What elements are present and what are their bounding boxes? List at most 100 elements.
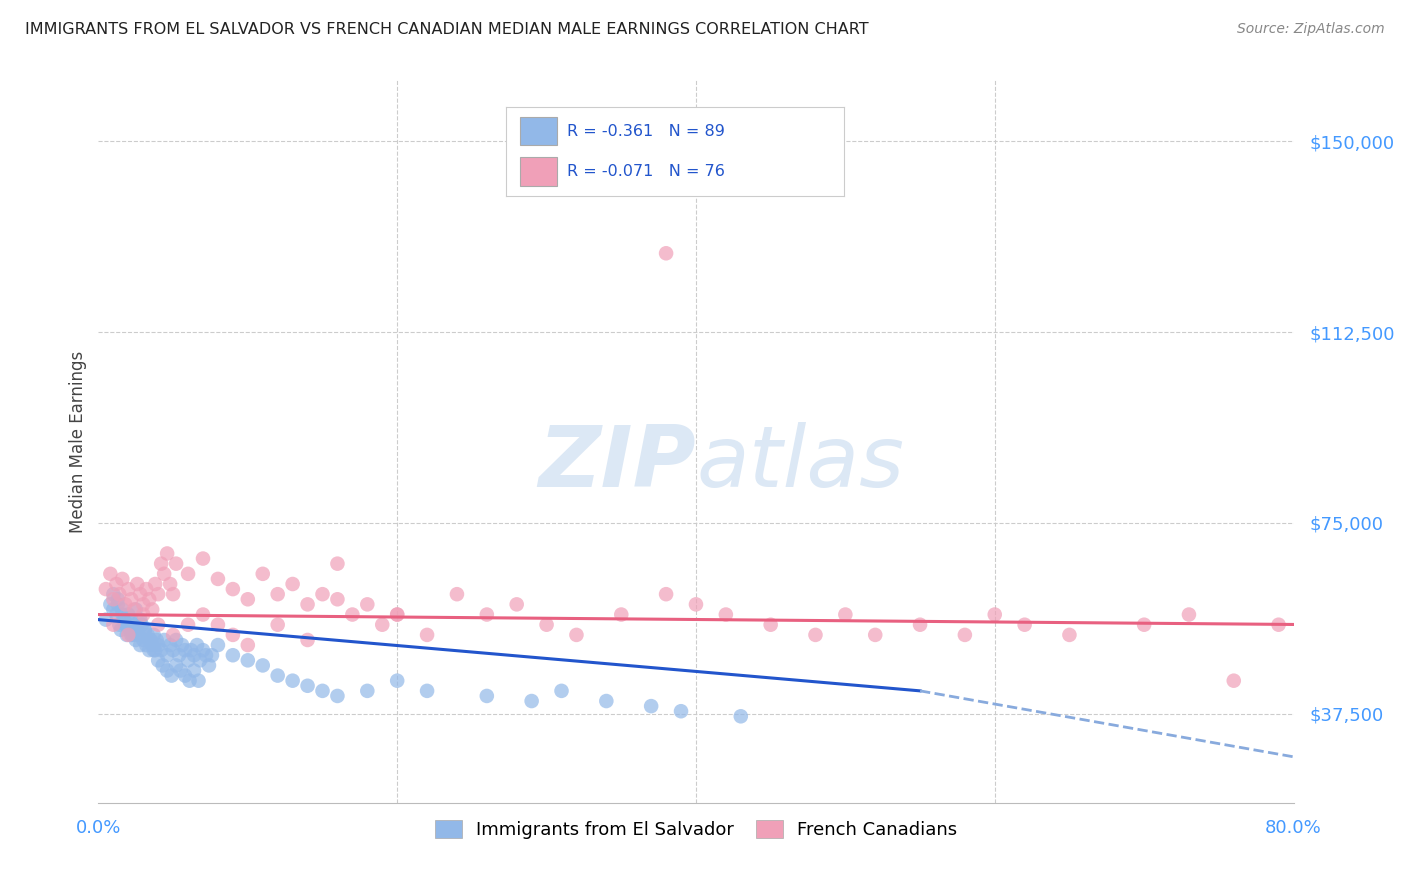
Point (385, 607, 409, 622)
Point (297, 679, 319, 693)
Point (1267, 617, 1289, 632)
Point (160, 668, 183, 682)
Point (143, 643, 166, 657)
Point (222, 648, 245, 663)
Point (159, 638, 181, 652)
Point (148, 617, 170, 632)
Point (105, 607, 128, 622)
Point (236, 653, 259, 667)
Point (356, 598, 378, 612)
Point (108, 617, 131, 632)
Point (281, 577, 304, 591)
Point (108, 587, 131, 601)
Point (1178, 607, 1201, 622)
Point (142, 643, 165, 657)
Point (297, 632, 319, 647)
Point (195, 648, 218, 663)
Point (132, 607, 155, 622)
Point (162, 643, 184, 657)
Point (107, 592, 129, 607)
Point (131, 617, 153, 632)
Point (236, 592, 259, 607)
Point (159, 577, 181, 591)
Point (191, 607, 214, 622)
Point (908, 617, 931, 632)
Point (371, 617, 394, 632)
Point (114, 598, 136, 612)
Point (267, 617, 290, 632)
Point (172, 638, 194, 652)
Legend: Immigrants from El Salvador, French Canadians: Immigrants from El Salvador, French Cana… (426, 811, 966, 848)
Point (520, 694, 543, 708)
Point (103, 587, 125, 601)
Point (156, 648, 179, 663)
FancyBboxPatch shape (520, 157, 557, 186)
Point (187, 673, 209, 688)
Point (222, 628, 245, 642)
Point (506, 598, 529, 612)
Point (191, 643, 214, 657)
Point (655, 246, 678, 260)
Point (984, 607, 1007, 622)
Text: Source: ZipAtlas.com: Source: ZipAtlas.com (1237, 22, 1385, 37)
Point (111, 607, 134, 622)
Point (103, 602, 125, 616)
Point (94, 613, 117, 627)
Point (174, 643, 197, 657)
Point (536, 617, 558, 632)
Point (153, 632, 176, 647)
Point (143, 577, 166, 591)
Point (759, 617, 782, 632)
Point (207, 617, 229, 632)
Point (186, 638, 208, 652)
Point (153, 566, 176, 581)
Point (141, 638, 163, 652)
Point (98, 598, 122, 612)
Point (953, 628, 976, 642)
Point (107, 598, 129, 612)
Point (152, 658, 174, 673)
Point (281, 673, 304, 688)
Point (326, 689, 349, 703)
Point (148, 653, 170, 667)
Point (105, 577, 128, 591)
Point (416, 628, 439, 642)
Point (132, 598, 155, 612)
Point (183, 664, 205, 678)
Point (145, 632, 167, 647)
Point (135, 582, 157, 596)
Point (138, 632, 160, 647)
Point (207, 572, 229, 586)
Point (112, 613, 135, 627)
Point (267, 587, 290, 601)
Point (865, 628, 887, 642)
Point (201, 648, 224, 663)
Point (165, 557, 187, 571)
Point (326, 592, 349, 607)
Point (162, 628, 184, 642)
Point (356, 684, 378, 698)
Point (730, 709, 752, 723)
Point (134, 623, 156, 637)
Text: atlas: atlas (696, 422, 904, 505)
Point (165, 658, 187, 673)
Point (120, 613, 142, 627)
Y-axis label: Median Male Earnings: Median Male Earnings (69, 351, 87, 533)
Point (475, 689, 498, 703)
Point (1059, 628, 1081, 642)
Text: R = -0.361   N = 89: R = -0.361 N = 89 (567, 124, 724, 138)
Point (311, 684, 333, 698)
Text: ZIP: ZIP (538, 422, 696, 505)
Point (804, 628, 827, 642)
Point (252, 658, 274, 673)
Point (416, 684, 439, 698)
Point (162, 587, 184, 601)
Point (685, 598, 707, 612)
Point (132, 632, 155, 647)
Point (179, 673, 201, 688)
Point (177, 617, 200, 632)
Point (236, 638, 259, 652)
Point (103, 592, 125, 607)
Point (222, 582, 245, 596)
Point (1133, 617, 1156, 632)
